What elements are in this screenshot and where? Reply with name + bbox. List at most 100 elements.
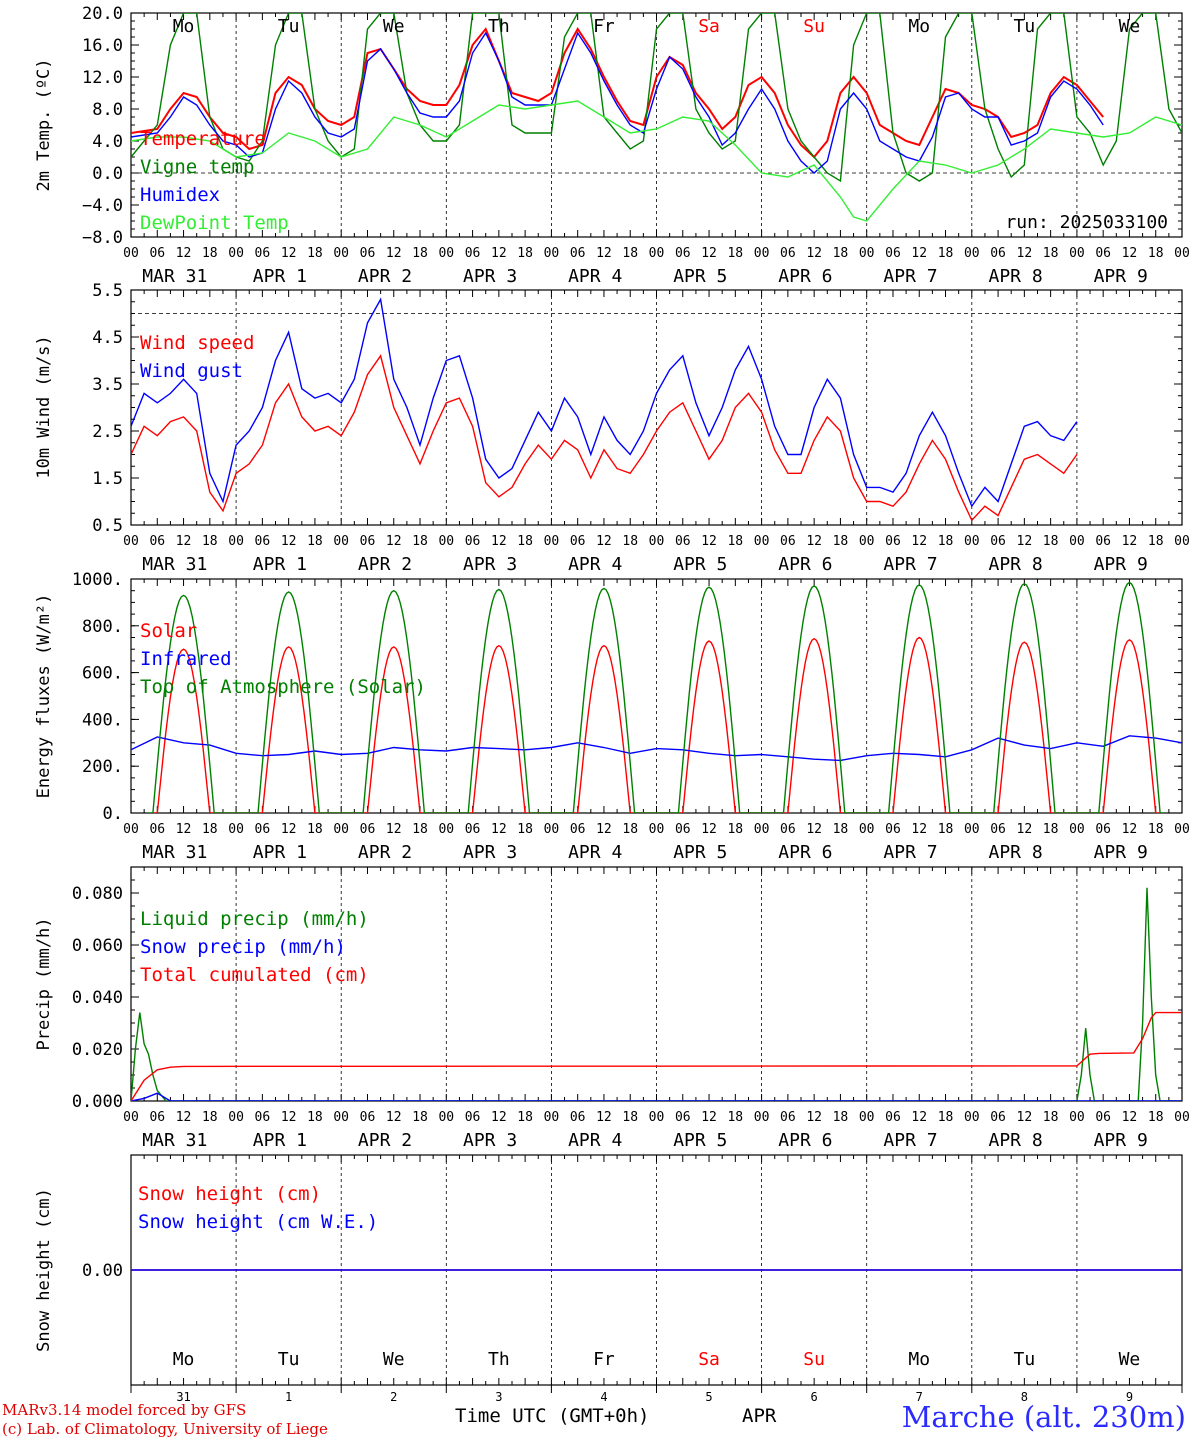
date-label: APR 6	[778, 554, 832, 575]
y-tick-label: 0.5	[92, 516, 123, 536]
weekday-label: Tu	[278, 16, 300, 37]
date-label: APR 1	[253, 554, 307, 575]
hour-tick-label: 06	[570, 534, 586, 549]
hour-tick-label: 18	[202, 534, 218, 549]
hour-tick-label: 00	[1174, 1110, 1190, 1125]
hour-tick-label: 18	[622, 1110, 638, 1125]
hour-tick-label: 18	[938, 1110, 954, 1125]
weekday-label: Mo	[908, 1349, 930, 1370]
weekday-label: Sa	[698, 1349, 720, 1370]
hour-tick-label: 12	[1122, 1110, 1138, 1125]
hour-tick-label: 18	[727, 1110, 743, 1125]
month-label: APR	[742, 1405, 777, 1427]
date-label: APR 8	[988, 554, 1042, 575]
hour-tick-label: 00	[544, 534, 560, 549]
hour-tick-label: 12	[911, 1110, 927, 1125]
hour-tick-label: 12	[281, 246, 297, 261]
panel-4: 0.080 0.060 0.040 0.020 0.000 Precip (mm/h) Li…	[34, 866, 1190, 1151]
hour-tick-label: 18	[1043, 822, 1059, 837]
hour-tick-label: 00	[1174, 822, 1190, 837]
series-solar	[152, 636, 1161, 813]
hour-tick-label: 18	[1043, 534, 1059, 549]
hour-tick-label: 12	[701, 822, 717, 837]
hour-tick-label: 18	[938, 822, 954, 837]
date-label: APR 7	[883, 842, 937, 863]
hour-tick-label: 12	[281, 1110, 297, 1125]
hour-tick-label: 18	[938, 246, 954, 261]
y-tick-label: 0.040	[72, 988, 123, 1008]
hour-tick-label: 06	[360, 1110, 376, 1125]
hour-tick-label: 00	[438, 534, 454, 549]
legend-entry: Total cumulated (cm)	[140, 964, 369, 986]
hour-tick-label: 00	[333, 1110, 349, 1125]
hour-tick-label: 00	[438, 1110, 454, 1125]
hour-tick-label: 12	[1017, 822, 1033, 837]
hour-tick-label: 06	[1095, 822, 1111, 837]
series-liquid-precip-mm-h-	[131, 887, 1182, 1101]
hour-tick-label: 06	[360, 534, 376, 549]
hour-tick-label: 12	[806, 822, 822, 837]
hour-tick-label: 06	[149, 1110, 165, 1125]
day-number-label: 7	[916, 1390, 923, 1404]
hour-tick-label: 00	[333, 534, 349, 549]
hour-tick-label: 06	[885, 534, 901, 549]
hour-tick-label: 00	[333, 822, 349, 837]
hour-tick-label: 12	[491, 246, 507, 261]
date-label: APR 4	[568, 266, 622, 287]
hour-tick-label: 06	[149, 246, 165, 261]
hour-tick-label: 00	[544, 1110, 560, 1125]
y-tick-label: 0.0	[92, 164, 123, 184]
hour-tick-label: 12	[701, 534, 717, 549]
time-axis-title: Time UTC (GMT+0h)	[455, 1405, 650, 1427]
hour-tick-label: 06	[990, 1110, 1006, 1125]
y-tick-label: 0.000	[72, 1092, 123, 1112]
series-wind-gust	[131, 297, 1078, 508]
y-tick-label: 0.00	[82, 1261, 123, 1281]
hour-tick-label: 00	[544, 822, 560, 837]
weekday-label: Tu	[1014, 1349, 1036, 1370]
weekday-label: Tu	[1014, 16, 1036, 37]
hour-tick-label: 06	[255, 534, 271, 549]
hour-tick-label: 18	[833, 246, 849, 261]
weekday-label: Sa	[698, 16, 720, 37]
hour-tick-label: 00	[1069, 534, 1085, 549]
legend-entry: Infrared	[140, 648, 232, 670]
y-axis-label: Energy fluxes (W/m²)	[34, 594, 54, 799]
y-tick-label: 8.0	[92, 100, 123, 120]
hour-tick-label: 18	[412, 822, 428, 837]
hour-tick-label: 06	[465, 246, 481, 261]
legend-entry: Wind speed	[140, 332, 254, 354]
hour-tick-label: 12	[1122, 246, 1138, 261]
hour-tick-label: 00	[754, 1110, 770, 1125]
hour-tick-label: 00	[754, 822, 770, 837]
hour-tick-label: 06	[675, 1110, 691, 1125]
weekday-label: Mo	[173, 16, 195, 37]
date-label: APR 9	[1094, 1130, 1148, 1151]
hour-tick-label: 06	[570, 246, 586, 261]
hour-tick-label: 00	[964, 822, 980, 837]
legend-entry: Snow height (cm)	[138, 1183, 321, 1205]
hour-tick-label: 18	[622, 822, 638, 837]
hour-tick-label: 06	[780, 534, 796, 549]
date-label: APR 6	[778, 1130, 832, 1151]
y-tick-label: 1000.	[72, 570, 123, 590]
series-wind-speed	[131, 354, 1078, 522]
y-axis-label: 10m Wind (m/s)	[34, 335, 54, 478]
hour-tick-label: 18	[412, 1110, 428, 1125]
hour-tick-label: 18	[202, 822, 218, 837]
hour-tick-label: 00	[859, 822, 875, 837]
hour-tick-label: 18	[307, 1110, 323, 1125]
hour-tick-label: 00	[438, 822, 454, 837]
date-label: APR 7	[883, 554, 937, 575]
date-label: APR 8	[988, 1130, 1042, 1151]
date-label: APR 7	[883, 266, 937, 287]
date-label: APR 6	[778, 842, 832, 863]
series-humidex	[131, 31, 1104, 174]
hour-tick-label: 18	[833, 534, 849, 549]
panel-2: 5.5 4.5 3.5 2.5 1.5 0.5 10m Wind (m/s) Wind spe…	[34, 281, 1190, 575]
date-label: APR 3	[463, 266, 517, 287]
hour-tick-label: 06	[990, 534, 1006, 549]
hour-tick-label: 12	[911, 822, 927, 837]
hour-tick-label: 00	[649, 822, 665, 837]
